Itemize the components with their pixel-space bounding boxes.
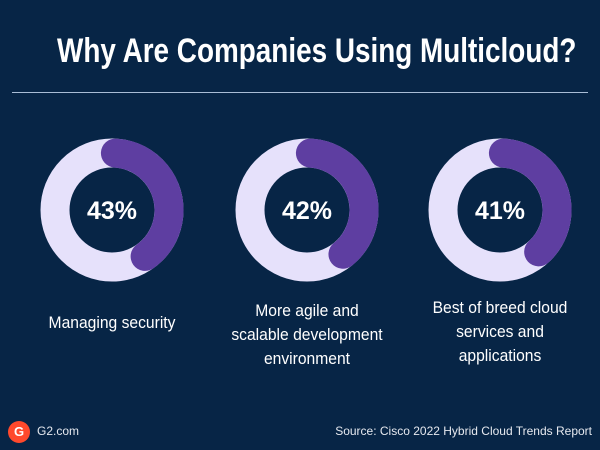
donut-value-label: 43% (87, 197, 137, 225)
title-text: Why Are Companies Using Multicloud? (57, 32, 577, 70)
label-1: More agile and scalable development envi… (215, 299, 399, 371)
donut-value-label: 42% (282, 197, 332, 225)
donut-value-label: 41% (475, 197, 525, 225)
g2-logo-icon: G (8, 421, 30, 443)
site-link[interactable]: G2.com (37, 424, 80, 438)
source-text: Source: Cisco 2022 Hybrid Cloud Trends R… (335, 424, 592, 438)
label-0: Managing security (20, 311, 204, 335)
page-title: Why Are Companies Using Multicloud? (0, 32, 600, 71)
donut-arc-0 (100, 138, 184, 271)
label-line: environment (263, 349, 351, 368)
label-line: scalable development (231, 325, 383, 344)
donut-arc-2 (488, 138, 572, 267)
label-line: Best of breed cloud (432, 298, 568, 317)
label-line: services and (456, 322, 544, 341)
donut-arc-1 (295, 138, 379, 269)
label-line: applications (458, 346, 542, 365)
divider (12, 92, 588, 93)
label-line: More agile and (255, 301, 359, 320)
label-2: Best of breed cloud services and applica… (408, 296, 592, 368)
label-line: Managing security (48, 313, 176, 332)
